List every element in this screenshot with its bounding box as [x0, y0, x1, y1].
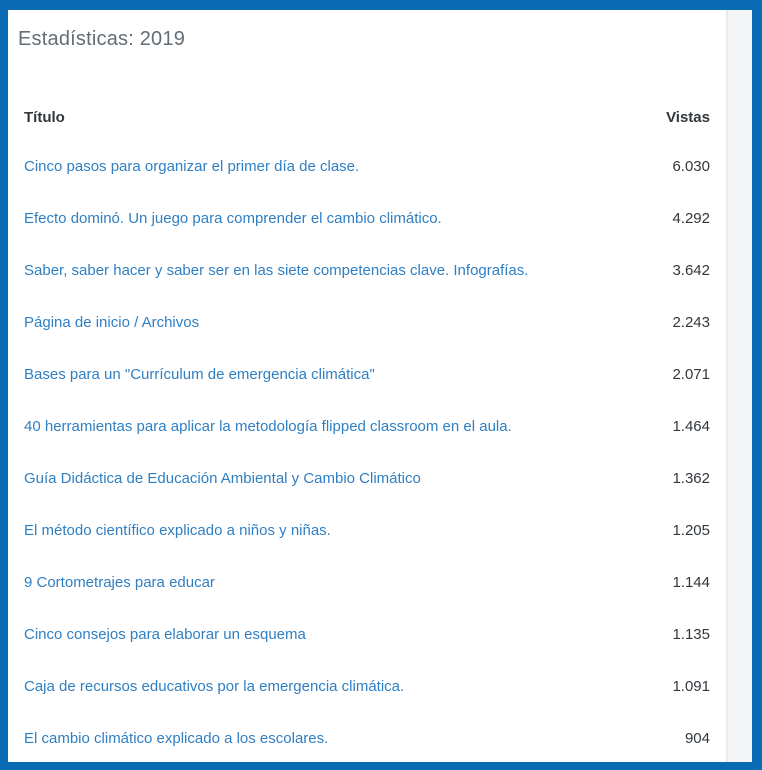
table-row: Página de inicio / Archivos 2.243 — [24, 297, 710, 349]
post-title-link[interactable]: El cambio climático explicado a los esco… — [24, 730, 329, 747]
post-title-link[interactable]: Caja de recursos educativos por la emerg… — [24, 678, 405, 695]
table-row: Caja de recursos educativos por la emerg… — [24, 661, 710, 713]
post-title-link[interactable]: Cinco consejos para elaborar un esquema — [24, 626, 306, 643]
post-title-link[interactable]: El método científico explicado a niños y… — [24, 522, 331, 539]
table-row: Bases para un "Currículum de emergencia … — [24, 349, 710, 401]
table-row: El cambio climático explicado a los esco… — [24, 713, 710, 762]
panel-content: Estadísticas: 2019 Título Vistas Cinco p… — [8, 10, 752, 762]
views-count: 1.464 — [672, 418, 710, 435]
post-title-link[interactable]: Bases para un "Currículum de emergencia … — [24, 366, 375, 383]
post-title-link[interactable]: 40 herramientas para aplicar la metodolo… — [24, 418, 512, 435]
table-body: Cinco pasos para organizar el primer día… — [24, 141, 710, 762]
post-title-link[interactable]: Página de inicio / Archivos — [24, 314, 200, 331]
table-row: Efecto dominó. Un juego para comprender … — [24, 193, 710, 245]
views-count: 3.642 — [672, 262, 710, 279]
views-count: 2.071 — [672, 366, 710, 383]
views-count: 1.144 — [672, 574, 710, 591]
scrollbar-track[interactable] — [726, 10, 752, 762]
column-views-label: Vistas — [666, 109, 710, 126]
views-count: 2.243 — [672, 314, 710, 331]
post-title-link[interactable]: 9 Cortometrajes para educar — [24, 574, 215, 591]
post-title-link[interactable]: Cinco pasos para organizar el primer día… — [24, 158, 360, 175]
post-title-link[interactable]: Saber, saber hacer y saber ser en las si… — [24, 262, 529, 279]
views-count: 904 — [684, 730, 710, 747]
table-row: Guía Didáctica de Educación Ambiental y … — [24, 453, 710, 505]
table-row: Cinco consejos para elaborar un esquema … — [24, 609, 710, 661]
table-row: Cinco pasos para organizar el primer día… — [24, 141, 710, 193]
views-count: 4.292 — [672, 210, 710, 227]
stats-table: Título Vistas Cinco pasos para organizar… — [24, 108, 710, 762]
views-count: 6.030 — [672, 158, 710, 175]
table-row: El método científico explicado a niños y… — [24, 505, 710, 557]
views-count: 1.091 — [672, 678, 710, 695]
views-count: 1.362 — [672, 470, 710, 487]
views-count: 1.135 — [672, 626, 710, 643]
table-row: Saber, saber hacer y saber ser en las si… — [24, 245, 710, 297]
column-title-label: Título — [24, 109, 65, 126]
table-row: 9 Cortometrajes para educar 1.144 — [24, 557, 710, 609]
post-title-link[interactable]: Efecto dominó. Un juego para comprender … — [24, 210, 442, 227]
panel-title: Estadísticas: 2019 — [18, 28, 186, 50]
table-row: 40 herramientas para aplicar la metodolo… — [24, 401, 710, 453]
post-title-link[interactable]: Guía Didáctica de Educación Ambiental y … — [24, 470, 421, 487]
views-count: 1.205 — [672, 522, 710, 539]
table-header: Título Vistas — [24, 108, 710, 128]
